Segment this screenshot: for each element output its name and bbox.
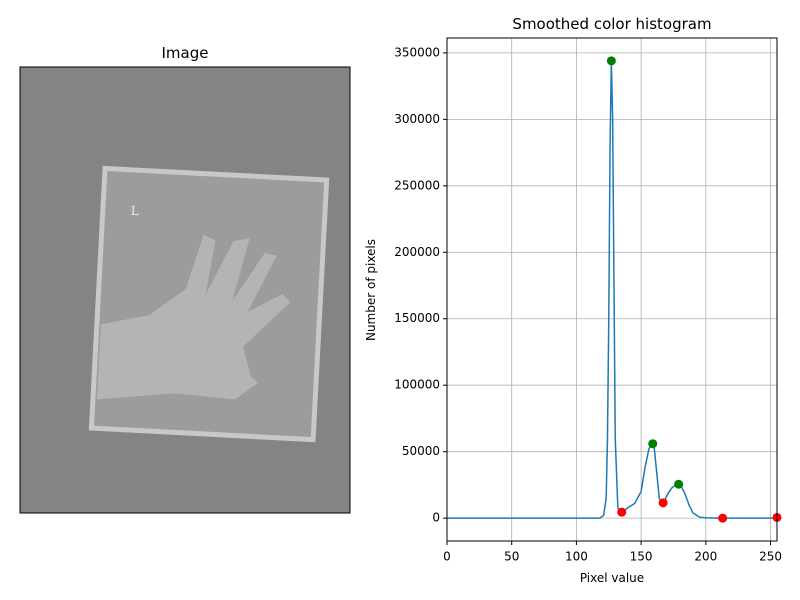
marker-letter: L	[130, 204, 139, 218]
y-tick-label: 50000	[402, 444, 440, 458]
hand	[96, 234, 291, 400]
x-tick-label: 50	[504, 550, 519, 564]
plot-frame	[446, 37, 778, 542]
y-tick-label: 150000	[394, 311, 440, 325]
histogram-line	[447, 60, 777, 519]
x-tick-label: 100	[565, 550, 588, 564]
y-tick-label: 200000	[394, 245, 440, 259]
x-tick-label: 0	[443, 550, 451, 564]
x-axis-label: Pixel value	[580, 571, 644, 585]
y-tick-label: 300000	[394, 112, 440, 126]
x-tick-label: 250	[759, 550, 782, 564]
extremum-marker	[606, 56, 616, 66]
xray-film: L	[88, 165, 330, 443]
chart-title: Smoothed color histogram	[512, 15, 711, 33]
y-tick-label: 350000	[394, 45, 440, 59]
y-tick-label: 0	[432, 511, 440, 525]
extremum-marker	[718, 513, 728, 523]
image-panel: L	[19, 66, 351, 514]
y-tick-label: 250000	[394, 178, 440, 192]
extremum-marker	[617, 507, 627, 517]
image-title: Image	[162, 44, 209, 62]
x-tick-label: 200	[694, 550, 717, 564]
extremum-marker	[658, 498, 668, 508]
extremum-marker	[674, 479, 684, 489]
extremum-marker	[648, 439, 658, 449]
x-tick-label: 150	[630, 550, 653, 564]
y-axis-label: Number of pixels	[364, 239, 378, 341]
y-tick-label: 100000	[394, 378, 440, 392]
